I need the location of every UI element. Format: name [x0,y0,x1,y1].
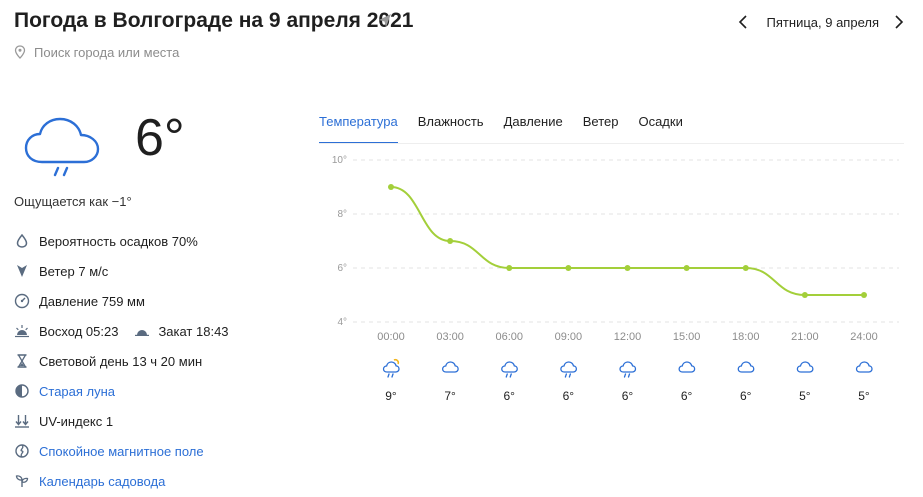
temperature-value-label: 6° [563,389,575,403]
data-point [683,265,690,271]
cloud-icon [737,361,755,373]
magnetic-row[interactable]: Спокойное магнитное поле [14,440,204,462]
cloud-rain-icon [24,117,100,177]
header: Погода в Волгограде на 9 апреля 2021 Пят… [0,0,923,80]
y-tick-label: 6° [337,263,347,274]
pressure-row: Давление 759 мм [14,290,145,312]
cloud-rain-icon [560,361,578,378]
garden-row[interactable]: Календарь садовода [14,470,165,492]
x-tick-label: 18:00 [732,331,760,343]
data-point [801,292,808,298]
drop-icon [14,233,30,249]
sun-row: Восход 05:23 Закат 18:43 [14,320,229,342]
chart-tabs: Температура Влажность Давление Ветер Оса… [319,112,703,144]
gauge-icon [14,293,30,309]
x-tick-label: 03:00 [436,331,464,343]
cloud-icon [855,361,873,373]
y-tick-label: 8° [337,209,347,220]
temperature-chart: 4° 6° 8° 10° 00:00 03:00 06:00 09:00 12:00 15:00 1… [319,148,909,418]
temperature-value-label: 6° [622,389,634,403]
x-tick-label: 15:00 [673,331,701,343]
temperature-value-label: 6° [504,389,516,403]
tab-temperature[interactable]: Температура [319,112,398,144]
temperature-value-label: 6° [740,389,752,403]
location-arrow-icon[interactable] [378,13,392,29]
moon-row[interactable]: Старая луна [14,380,115,402]
wind-text: Ветер 7 м/с [39,263,109,279]
data-point [742,265,749,271]
x-tick-label: 09:00 [555,331,583,343]
x-tick-label: 24:00 [850,331,878,343]
temperature-value-label: 5° [799,389,811,403]
pressure-text: Давление 759 мм [39,293,145,309]
y-tick-label: 10° [332,155,347,166]
uv-icon [14,413,30,429]
hourglass-icon [14,353,30,369]
precipitation-text: Вероятность осадков 70% [39,233,198,249]
x-tick-label: 21:00 [791,331,819,343]
next-day-button[interactable] [889,12,909,32]
daylight-text: Световой день 13 ч 20 мин [39,353,203,369]
sunrise-text: Восход 05:23 [39,323,119,339]
y-tick-label: 4° [337,317,347,328]
page-title: Погода в Волгограде на 9 апреля 2021 [14,9,414,32]
tab-wind[interactable]: Ветер [582,114,619,129]
tabs-divider [319,143,904,144]
daylight-row: Световой день 13 ч 20 мин [14,350,202,372]
garden-calendar-link[interactable]: Календарь садовода [39,473,166,489]
temperature-series-line [390,186,864,296]
uv-row: UV-индекс 1 [14,410,113,432]
chevron-left-icon [738,15,747,29]
precipitation-row: Вероятность осадков 70% [14,230,198,252]
search-bar[interactable] [14,43,234,61]
x-tick-label: 12:00 [614,331,642,343]
sprout-icon [14,473,30,489]
feels-like: Ощущается как −1° [14,194,132,209]
magnetic-field-icon [14,443,30,459]
x-tick-label: 00:00 [377,331,405,343]
sunset: Закат 18:43 [134,323,229,339]
uv-text: UV-индекс 1 [39,413,114,429]
data-point [861,292,867,298]
data-point [624,265,631,271]
cloud-sun-rain-icon [382,358,400,378]
previous-day-button[interactable] [733,12,753,32]
current-temperature: 6° [135,109,185,167]
cloud-icon [796,361,814,373]
moon-link[interactable]: Старая луна [39,383,116,399]
data-point [388,184,394,190]
data-point [565,265,572,271]
x-tick-label: 06:00 [495,331,523,343]
temperature-value-label: 7° [444,389,456,403]
temperature-value-label: 9° [385,389,397,403]
data-point [447,238,454,244]
date-label: Пятница, 9 апреля [766,14,879,30]
magnetic-field-link[interactable]: Спокойное магнитное поле [39,443,204,459]
wind-direction-icon [14,263,30,279]
cloud-rain-icon [619,361,637,378]
temperature-value-label: 6° [681,389,693,403]
tab-precipitation[interactable]: Осадки [638,114,683,129]
search-input[interactable] [34,44,234,60]
sunset-icon [134,323,150,339]
map-pin-icon [14,45,26,59]
temperature-value-label: 5° [858,389,870,403]
sunrise-icon [14,323,30,339]
cloud-icon [678,361,696,373]
temperature-chart-svg: 4° 6° 8° 10° 00:00 03:00 06:00 09:00 12:00 15:00 1… [332,155,899,403]
tab-humidity[interactable]: Влажность [417,114,484,129]
cloud-rain-icon [501,361,518,378]
cloud-icon [441,361,459,373]
moon-icon [14,383,30,399]
data-point [506,265,513,271]
sunset-text: Закат 18:43 [158,323,229,339]
wind-row: Ветер 7 м/с [14,260,108,282]
date-navigation: Пятница, 9 апреля [733,12,909,32]
tab-pressure[interactable]: Давление [503,114,563,129]
chevron-right-icon [895,15,904,29]
